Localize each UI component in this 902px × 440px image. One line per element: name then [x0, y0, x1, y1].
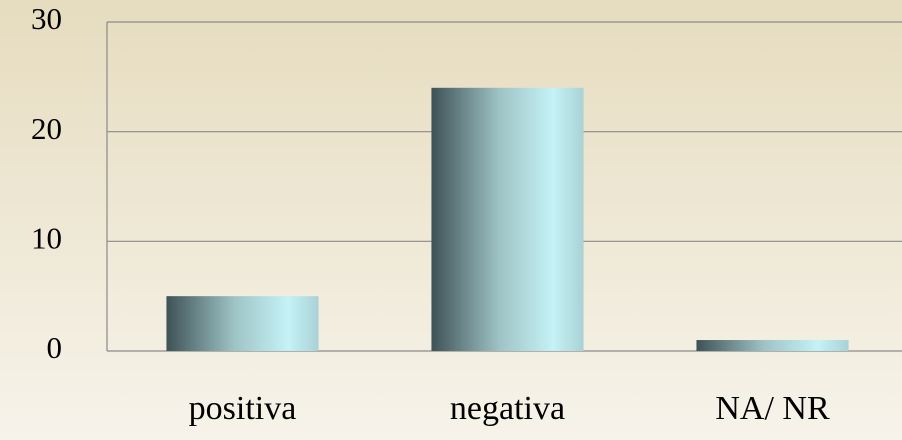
bar — [696, 340, 849, 351]
y-tick-label: 20 — [31, 111, 62, 146]
x-tick-label: negativa — [450, 390, 565, 427]
bar — [166, 296, 319, 351]
x-tick-label: positiva — [189, 390, 297, 427]
y-tick-label: 10 — [31, 220, 62, 255]
y-tick-label: 0 — [47, 330, 63, 365]
y-tick-label: 30 — [31, 1, 62, 36]
bar — [431, 87, 584, 352]
x-tick-label: NA/ NR — [715, 390, 830, 427]
